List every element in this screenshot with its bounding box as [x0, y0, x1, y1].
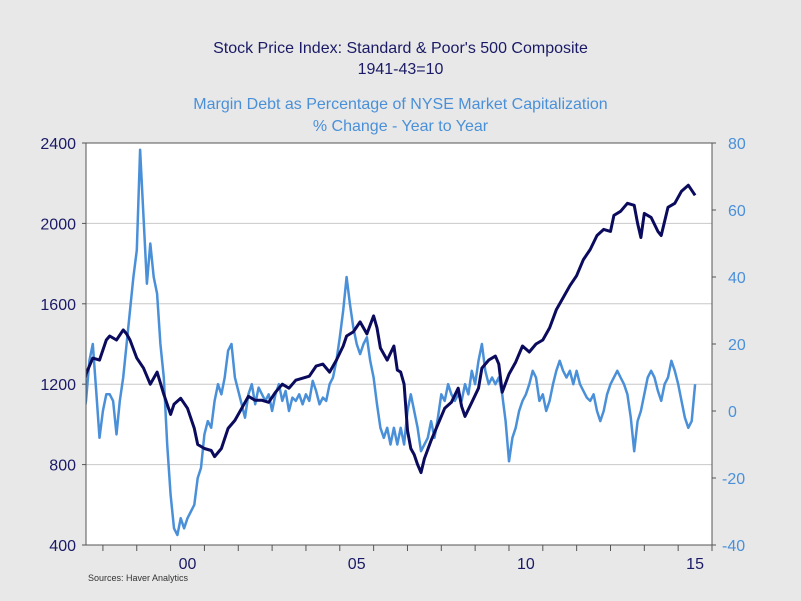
- left-tick-label-800: 800: [49, 458, 76, 475]
- right-tick-label-80: 80: [728, 136, 746, 153]
- source-note: Sources: Haver Analytics: [88, 573, 189, 583]
- left-tick-label-400: 400: [49, 538, 76, 555]
- left-tick-label-1200: 1200: [40, 377, 76, 394]
- gridlines: [86, 222, 712, 466]
- plot-frame: [85, 142, 713, 546]
- right-tick-label-20: 20: [728, 337, 746, 354]
- chart-title-line4: % Change - Year to Year: [312, 118, 489, 135]
- x-tick-label-15: 15: [686, 556, 704, 573]
- plot-area: [86, 143, 712, 545]
- left-tick-label-2400: 2400: [40, 136, 76, 153]
- chart-title-line1: Stock Price Index: Standard & Poor's 500…: [213, 40, 588, 57]
- chart-title-line2: 1941-43=10: [357, 61, 444, 78]
- right-axis: -40 -20 0 20 40 60 80: [712, 136, 746, 555]
- right-tick-label-40: 40: [728, 270, 746, 287]
- x-axis: 00 05 10 15: [102, 545, 713, 573]
- left-tick-label-2000: 2000: [40, 216, 76, 233]
- right-tick-label--40: -40: [722, 538, 745, 555]
- right-tick-label-60: 60: [728, 203, 746, 220]
- left-tick-label-1600: 1600: [40, 297, 76, 314]
- left-axis: 400 800 1200 1600 2000 2400: [40, 136, 86, 555]
- series-line-margin-debt: [86, 148, 697, 537]
- x-tick-label-10: 10: [517, 556, 535, 573]
- right-tick-label-0: 0: [728, 404, 737, 421]
- right-tick-label--20: -20: [722, 471, 745, 488]
- series-line-sp500: [86, 183, 697, 475]
- chart-title-line3: Margin Debt as Percentage of NYSE Market…: [193, 96, 608, 113]
- x-tick-label-00: 00: [179, 556, 197, 573]
- x-tick-label-05: 05: [348, 556, 366, 573]
